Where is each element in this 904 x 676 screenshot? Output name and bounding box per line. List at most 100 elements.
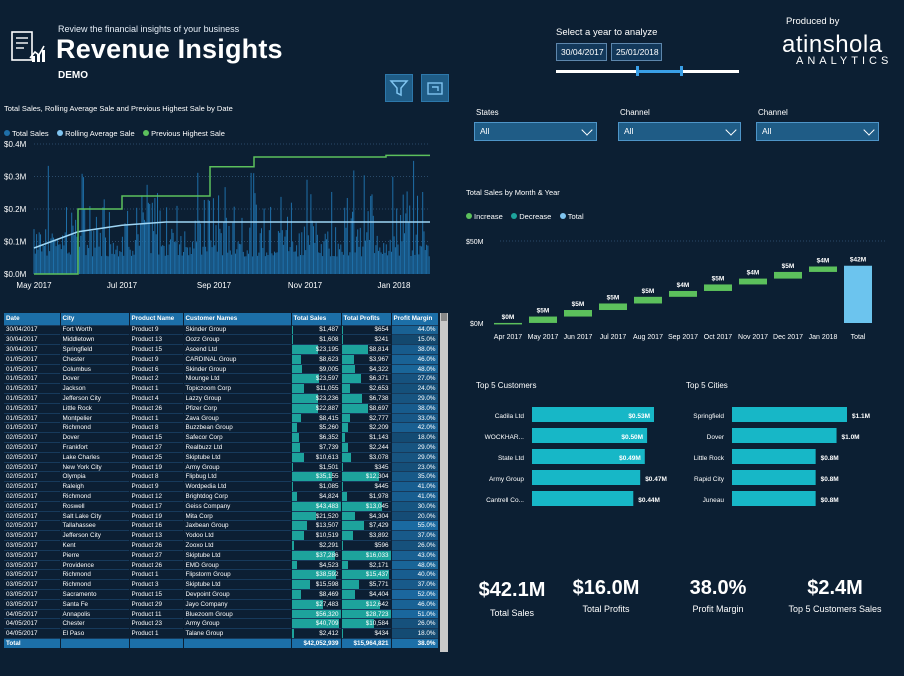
table-cell: Product 27 — [129, 549, 184, 561]
x-tick-label: Aug 2017 — [633, 334, 663, 341]
column-header[interactable]: City — [60, 313, 130, 325]
waterfall-bar[interactable] — [669, 290, 697, 297]
waterfall-bar[interactable] — [564, 310, 592, 317]
waterfall-bar[interactable] — [494, 322, 522, 325]
top-customers-chart[interactable]: Cadila Ltd $0.53M WOCKHAR... $0.50M State Lt… — [470, 403, 685, 513]
table-row[interactable]: 02/05/2017 Lake Charles Product 25 Skiptube… — [4, 451, 439, 463]
x-tick-label: Oct 2017 — [704, 334, 733, 341]
hbar[interactable] — [732, 407, 847, 422]
table-row[interactable]: 01/05/2017 Little Rock Product 26 Pfizer Co… — [4, 402, 439, 414]
table-row[interactable]: 03/05/2017 Kent Product 26 Zooxo Ltd $2,291 $… — [4, 540, 439, 551]
legend-decrease[interactable]: Decrease — [511, 212, 551, 221]
column-header[interactable]: Total Profits — [341, 313, 392, 325]
table-row[interactable]: 02/05/2017 New York City Product 19 Army Gr… — [4, 461, 439, 472]
hbar[interactable] — [532, 470, 641, 485]
hbar[interactable] — [532, 407, 654, 422]
waterfall-bar[interactable] — [599, 303, 627, 311]
table-row[interactable]: 04/05/2017 Chester Product 23 Army Group $40… — [4, 618, 439, 629]
table-row[interactable]: 01/05/2017 Chester Product 9 CARDINAL Group… — [4, 353, 439, 365]
legend-increase[interactable]: Increase — [466, 212, 503, 221]
table-cell: Geiss Company — [183, 500, 292, 512]
waterfall-chart[interactable]: $50M $0M $0M Apr 2017 $5M May 2017 $5M Jun 2017… — [460, 225, 900, 360]
table-row[interactable]: 01/05/2017 Dover Product 2 Nlounge Ltd $23,5… — [4, 373, 439, 384]
sales-table[interactable]: Date City Product Name Customer Names Total … — [4, 313, 439, 649]
table-row[interactable]: 01/05/2017 Jefferson City Product 4 Lazzy G… — [4, 393, 439, 404]
hbar[interactable] — [532, 491, 634, 506]
hbar[interactable] — [732, 470, 816, 485]
table-row[interactable]: 30/04/2017 Fort Worth Product 9 Skinder Gro… — [4, 324, 439, 335]
legend-rolling-average[interactable]: Rolling Average Sale — [57, 129, 135, 138]
waterfall-bar[interactable] — [844, 265, 872, 323]
table-row[interactable]: 01/05/2017 Columbus Product 6 Skinder Group… — [4, 363, 439, 374]
start-date-input[interactable]: 30/04/2017 — [556, 43, 607, 61]
table-row[interactable]: 02/05/2017 Tallahassee Product 16 Jaxbean G… — [4, 520, 439, 531]
table-row[interactable]: 02/05/2017 Roswell Product 17 Geiss Company… — [4, 500, 439, 512]
filter-button[interactable] — [385, 74, 413, 102]
hbar[interactable] — [532, 428, 648, 443]
cell-bar — [291, 600, 324, 609]
states-dropdown[interactable]: All — [474, 122, 597, 141]
table-row[interactable]: 04/05/2017 El Paso Product 1 Talane Group $2… — [4, 628, 439, 639]
hbar[interactable] — [732, 428, 837, 443]
table-row[interactable]: 03/05/2017 Santa Fe Product 29 Jayo Company… — [4, 598, 439, 610]
x-tick-label: Jun 2017 — [564, 334, 593, 341]
column-header[interactable]: Profit Margin — [391, 313, 439, 325]
table-row[interactable]: 04/05/2017 Annapolis Product 11 Bluezoom Gr… — [4, 608, 439, 619]
waterfall-bar[interactable] — [704, 284, 732, 291]
table-row[interactable]: 01/05/2017 Jackson Product 1 Topiczoom Corp… — [4, 383, 439, 394]
channel-dropdown-2[interactable]: All — [756, 122, 879, 141]
column-header[interactable]: Customer Names — [183, 313, 292, 325]
waterfall-bar[interactable] — [634, 296, 662, 304]
column-header[interactable]: Product Name — [129, 313, 184, 325]
column-header[interactable]: Date — [4, 313, 61, 325]
profit-cell: $8,814 — [341, 344, 392, 355]
cell-bar — [341, 433, 345, 443]
table-row[interactable]: 01/05/2017 Montpelier Product 1 Zava Group $… — [4, 412, 439, 423]
table-scrollbar[interactable] — [440, 313, 448, 652]
table-row[interactable]: 02/05/2017 Olympia Product 8 Flipbug Ltd $35… — [4, 471, 439, 482]
rolling-average-line[interactable] — [33, 221, 430, 249]
table-row[interactable]: 30/04/2017 Middletown Product 13 Oozz Group… — [4, 334, 439, 345]
table-row[interactable]: 02/05/2017 Frankfort Product 27 Realbuzz Lt… — [4, 442, 439, 453]
margin-cell: 46.0% — [391, 353, 439, 365]
table-row[interactable]: 03/05/2017 Richmond Product 3 Skiptube Ltd $… — [4, 579, 439, 590]
legend-total[interactable]: Total — [559, 212, 584, 221]
scroll-up-icon[interactable] — [441, 313, 447, 321]
waterfall-data-label: $5M — [712, 275, 725, 282]
cell-bar — [341, 404, 368, 413]
slider-start-handle[interactable] — [636, 66, 639, 76]
table-row[interactable]: 03/05/2017 Sacramento Product 15 Devpoint G… — [4, 589, 439, 600]
waterfall-bar[interactable] — [529, 316, 557, 323]
hbar[interactable] — [532, 449, 645, 464]
hbar[interactable] — [732, 449, 816, 464]
end-date-input[interactable]: 25/01/2018 — [611, 43, 662, 61]
column-header[interactable]: Total Sales — [291, 313, 342, 325]
channel-dropdown[interactable]: All — [618, 122, 741, 141]
legend-previous-highest[interactable]: Previous Highest Sale — [143, 129, 225, 138]
reset-button[interactable] — [421, 74, 449, 102]
bar-value-label: $0.8M — [821, 497, 839, 504]
table-row[interactable]: 02/05/2017 Salt Lake City Product 19 Mita C… — [4, 510, 439, 521]
waterfall-bar[interactable] — [774, 271, 802, 279]
table-cell: Product 13 — [129, 334, 184, 345]
previous-highest-line[interactable] — [34, 154, 430, 275]
slider-end-handle[interactable] — [680, 66, 683, 76]
table-row[interactable]: 03/05/2017 Providence Product 26 EMD Group $… — [4, 559, 439, 570]
table-row[interactable]: 30/04/2017 Springfield Product 15 Ascend Lt… — [4, 344, 439, 355]
table-row[interactable]: 02/05/2017 Raleigh Product 9 Wordpedia Ltd $… — [4, 481, 439, 492]
waterfall-bar[interactable] — [809, 266, 837, 272]
table-row[interactable]: 03/05/2017 Pierre Product 27 Skiptube Ltd $3… — [4, 549, 439, 561]
table-row[interactable]: 01/05/2017 Richmond Product 8 Buzzbean Grou… — [4, 422, 439, 433]
table-row[interactable]: 02/05/2017 Dover Product 15 Safecor Corp $6,… — [4, 432, 439, 443]
top-cities-chart[interactable]: Springfield $1.1M Dover $1.0M Little Rock $0.… — [680, 403, 895, 513]
waterfall-bar[interactable] — [739, 278, 767, 285]
total-cell: $15,964,821 — [341, 638, 392, 649]
table-row[interactable]: 02/05/2017 Richmond Product 12 Brightdog Co… — [4, 491, 439, 502]
table-row[interactable]: 03/05/2017 Jefferson City Product 13 Yodoo … — [4, 530, 439, 541]
kpi-total-profits-value: $16.0M — [572, 577, 640, 599]
hbar[interactable] — [732, 491, 816, 506]
table-row[interactable]: 03/05/2017 Richmond Product 1 Flipstorm Gro… — [4, 569, 439, 580]
sales-line-chart[interactable]: $0.4M $0.3M $0.2M $0.1M $0.0M May 2017 Jul 201… — [0, 136, 440, 296]
legend-total-sales[interactable]: Total Sales — [4, 129, 49, 138]
profit-cell: $3,078 — [341, 451, 392, 463]
